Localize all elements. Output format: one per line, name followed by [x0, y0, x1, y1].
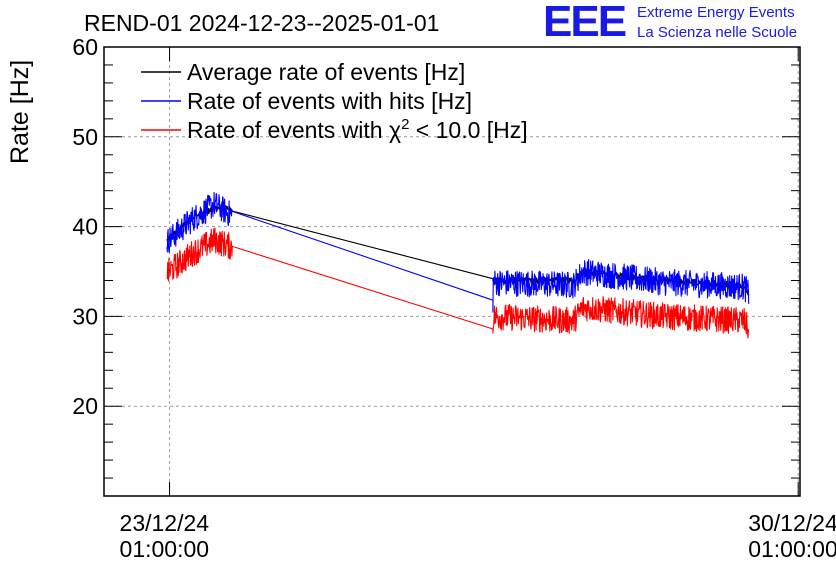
logo-line-2: La Scienza nelle Scuole — [637, 24, 798, 41]
y-tick-label: 60 — [72, 34, 98, 60]
series-line-1 — [166, 191, 750, 313]
y-tick-label: 50 — [72, 124, 98, 150]
chart-title: REND-01 2024-12-23--2025-01-01 — [84, 10, 440, 36]
y-tick-label: 30 — [72, 303, 98, 329]
x-tick-label-time: 01:00:00 — [748, 536, 836, 562]
plot-frame — [103, 46, 801, 497]
x-tick-label-date: 23/12/24 — [120, 510, 210, 536]
legend-label-1: Rate of events with hits [Hz] — [187, 88, 472, 114]
y-tick-label: 40 — [72, 214, 98, 240]
x-tick-label-time: 01:00:00 — [120, 536, 210, 562]
y-tick-label: 20 — [72, 393, 98, 419]
legend-label-2: Rate of events with χ2 < 10.0 [Hz] — [187, 116, 528, 143]
eee-logo-mark: EEE — [543, 0, 627, 46]
legend-label-0: Average rate of events [Hz] — [187, 59, 465, 85]
logo-line-1: Extreme Energy Events — [637, 4, 795, 21]
x-tick-label-date: 30/12/24 — [748, 510, 836, 536]
y-axis-label: Rate [Hz] — [6, 60, 34, 164]
series-line-2 — [166, 227, 750, 339]
